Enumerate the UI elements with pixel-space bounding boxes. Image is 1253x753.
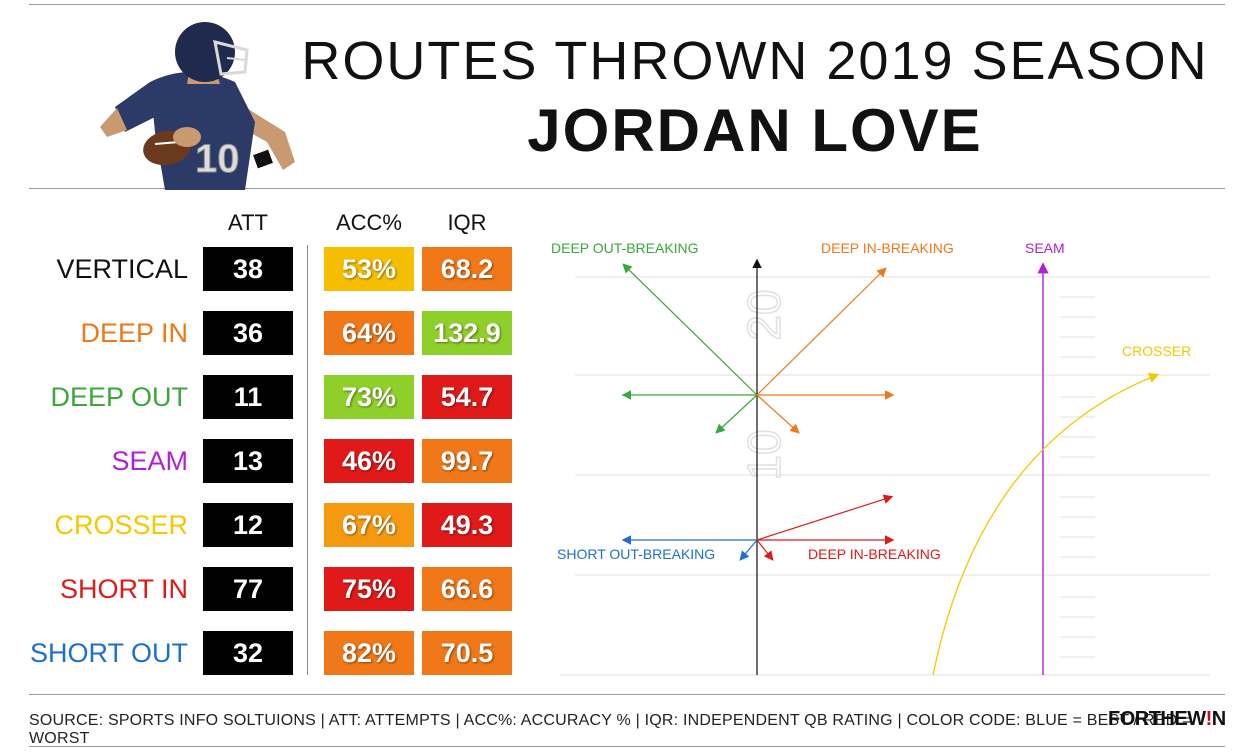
label-short-in-breaking: DEEP IN-BREAKING [808,546,941,562]
route-deep-out-upper [622,263,758,396]
route-label: DEEP IN [80,318,188,348]
route-label: SHORT OUT [29,638,188,668]
facemask-shape [213,39,249,76]
route-label: SEAM [111,446,188,476]
footer-bottom-rule [29,746,1225,747]
route-deep-in-upper [756,267,887,396]
acc-cell: 82% [324,631,414,675]
route-label: VERTICAL [56,254,188,284]
route-short-out-down [739,539,758,561]
column-header-acc: ACC% [335,210,402,235]
att-cell: 38 [203,247,293,291]
title-line-2: JORDAN LOVE [527,97,983,164]
hash-marks [1060,296,1095,658]
label-deep-out-breaking: DEEP OUT-BREAKING [551,240,699,256]
route-short-in-down [756,539,774,561]
quarterback-illustration: 10 [100,22,295,190]
att-cell: 32 [203,631,293,675]
att-cell: 12 [203,503,293,547]
jersey-number: 10 [195,137,240,181]
column-header-att: ATT [228,210,268,235]
att-cell: 77 [203,567,293,611]
att-cell: 11 [203,375,293,419]
route-deep-in-low [756,394,800,434]
field-lines [560,276,1210,676]
footer-source: SOURCE: SPORTS INFO SOLTUIONS | ATT: ATT… [29,712,1192,747]
column-header-iqr: IQR [447,210,487,235]
yard-marker-10: 10 [738,429,790,480]
att-cell: 13 [203,439,293,483]
route-label: CROSSER [54,510,188,540]
acc-cell: 75% [324,567,414,611]
route-short-in-up [756,494,894,541]
top-rule [29,4,1225,5]
route-deep-out-low [715,394,758,434]
iqr-cell: 132.9 [422,311,512,355]
acc-cell: 67% [324,503,414,547]
forthewin-logo: FORTHEW!N [1108,708,1226,730]
iqr-cell: 66.6 [422,567,512,611]
acc-cell: 73% [324,375,414,419]
route-label: DEEP OUT [50,382,188,412]
iqr-cell: 70.5 [422,631,512,675]
acc-cell: 64% [324,311,414,355]
label-seam: SEAM [1025,240,1065,256]
label-crosser: CROSSER [1122,343,1191,359]
acc-cell: 46% [324,439,414,483]
iqr-cell: 54.7 [422,375,512,419]
label-deep-in-breaking: DEEP IN-BREAKING [821,240,954,256]
iqr-cell: 49.3 [422,503,512,547]
footer-top-rule [29,694,1225,695]
iqr-cell: 99.7 [422,439,512,483]
header-rule [29,188,1225,189]
att-cell: 36 [203,311,293,355]
yard-marker-20: 20 [738,289,790,340]
route-label: SHORT IN [59,574,188,604]
title-line-1: ROUTES THROWN 2019 SEASON [301,31,1209,91]
route-diagram: 20 10 DEEP OUT-BREAKING DEEP IN-BREAKING… [551,240,1210,676]
acc-cell: 53% [324,247,414,291]
route-crosser [932,373,1160,676]
iqr-cell: 68.2 [422,247,512,291]
label-short-out-breaking: SHORT OUT-BREAKING [557,546,715,562]
table-divider [307,245,308,675]
